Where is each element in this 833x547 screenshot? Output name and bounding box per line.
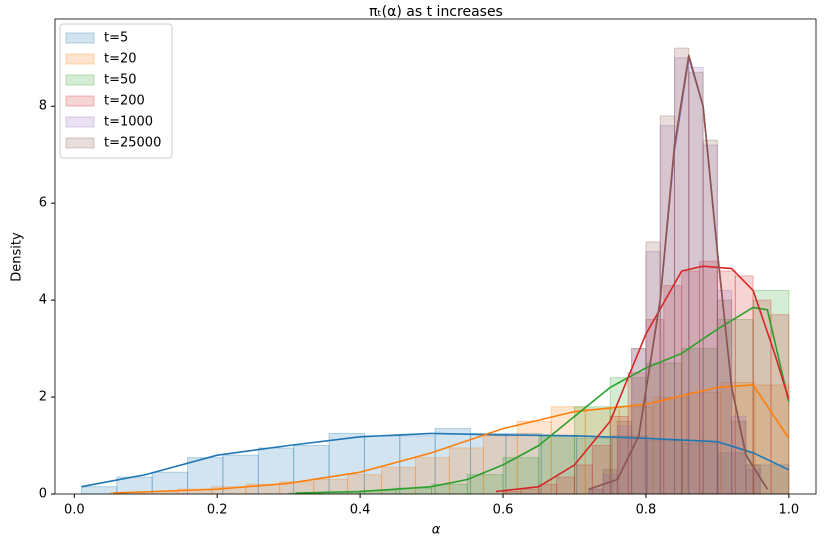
hist-bar [399,435,436,495]
hist-bar [631,348,647,495]
y-tick-label: 6 [39,196,47,211]
hist-bar [505,432,542,495]
hist-bar [716,299,733,495]
y-tick-label: 8 [39,99,47,114]
legend-label: t=50 [104,73,137,88]
hist-bar [731,420,747,495]
hist-bar [720,382,756,495]
hist-bar [686,391,722,495]
hist-bar [588,488,604,495]
x-tick-label: 0.8 [636,503,657,518]
y-tick-label: 0 [39,487,47,502]
plot-frame [54,18,817,495]
y-axis-label: Density [10,232,25,282]
x-axis-label: α [432,523,441,538]
hist-bar [540,435,578,495]
legend-swatch [65,137,95,149]
hist-bar [717,452,754,495]
x-tick-label: 0.4 [350,503,371,518]
legend-label: t=25000 [104,136,161,151]
legend-box [59,23,173,159]
hist-bar [576,437,613,495]
legend-swatch [65,53,95,65]
hist-bar [257,447,295,495]
legend-label: t=5 [104,31,128,46]
x-tick-label: 0.6 [493,503,514,518]
hist-bar [616,420,633,495]
y-tick-label: 2 [39,390,47,405]
hist-bar [293,445,330,495]
hist-bar [556,476,575,495]
hist-bar [584,408,620,495]
chart-title: πₜ(α) as t increases [369,4,503,20]
hist-bar [688,71,704,495]
legend-label: t=20 [104,52,137,67]
x-tick-label: 0.0 [64,503,85,518]
legend-label: t=200 [104,94,145,109]
kde-line [495,265,790,493]
x-tick-label: 0.2 [207,503,228,518]
kde-line [295,306,790,494]
kde-line [588,54,769,490]
hist-bar [645,241,661,495]
hist-bar [482,435,518,495]
hist-bar [770,314,790,495]
hist-bar [645,362,683,495]
hist-bar [611,435,648,495]
legend-swatch [65,116,95,128]
hist-bar [681,348,718,495]
x-tick-label: 1.0 [779,503,800,518]
kde-line [113,384,790,494]
legend-label: t=1000 [104,115,153,130]
y-tick-label: 4 [39,293,47,308]
hist-bar [538,435,575,495]
hist-bar [328,432,365,495]
legend-swatch [65,74,95,86]
legend-swatch [65,95,95,107]
hist-bar [520,488,540,495]
hist-bar [745,464,761,495]
kde-line [81,432,790,488]
legend-swatch [65,32,95,44]
hist-bar [618,406,654,495]
